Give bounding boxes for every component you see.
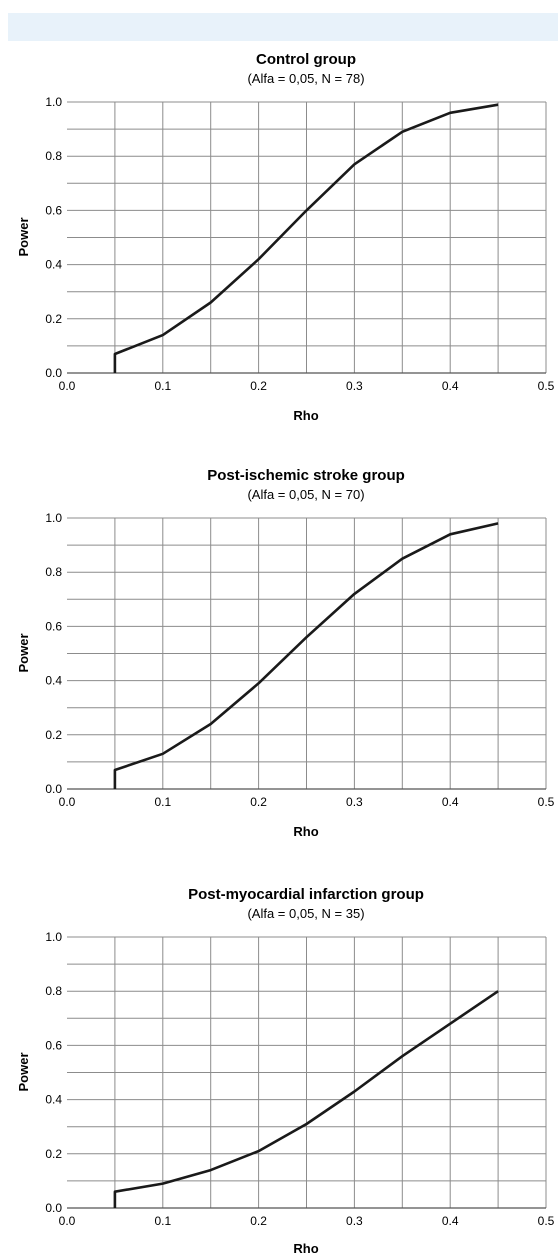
x-tick-label: 0.5 [538, 379, 555, 393]
chart-subtitle: (Alfa = 0,05, N = 70) [247, 487, 364, 502]
y-tick-label: 1.0 [45, 511, 62, 525]
y-tick-label: 1.0 [45, 930, 62, 944]
chart-post-myocardial-infarction: Post-myocardial infarction group (Alfa =… [16, 886, 555, 1256]
x-tick-label: 0.0 [59, 795, 76, 809]
y-tick-label: 0.6 [45, 1038, 62, 1052]
x-tick-label: 0.5 [538, 795, 555, 809]
power-curve-line [113, 522, 499, 789]
y-tick-label: 0.8 [45, 984, 62, 998]
y-tick-label: 0.4 [45, 258, 62, 272]
chart-title: Post-ischemic stroke group [207, 467, 405, 484]
y-tick-label: 0.6 [45, 619, 62, 633]
x-tick-label: 0.4 [442, 795, 459, 809]
chart-panel-post-ischemic-stroke: Post-ischemic stroke group (Alfa = 0,05,… [0, 456, 558, 839]
x-tick-label: 0.0 [59, 379, 76, 393]
y-tick-label: 1.0 [45, 95, 62, 109]
x-tick-label: 0.1 [154, 795, 171, 809]
x-tick-label: 0.1 [154, 379, 171, 393]
x-axis-label: Rho [293, 408, 318, 423]
chart-panel-control: Control group (Alfa = 0,05, N = 78) 0.0 0… [0, 40, 558, 423]
y-tick-label: 0.4 [45, 1093, 62, 1107]
x-tick-label: 0.3 [346, 1214, 363, 1228]
chart-post-ischemic-stroke: Post-ischemic stroke group (Alfa = 0,05,… [16, 467, 555, 839]
chart-panel-post-myocardial-infarction: Post-myocardial infarction group (Alfa =… [0, 875, 558, 1256]
x-tick-label: 0.5 [538, 1214, 555, 1228]
x-tick-label: 0.1 [154, 1214, 171, 1228]
x-tick-label: 0.3 [346, 795, 363, 809]
y-tick-label: 0.2 [45, 312, 62, 326]
x-axis-label: Rho [293, 1241, 318, 1256]
header-band [8, 13, 558, 41]
y-axis-label: Power [16, 1052, 31, 1091]
y-tick-label: 0.8 [45, 149, 62, 163]
x-tick-label: 0.2 [250, 379, 267, 393]
power-curve-line [113, 990, 499, 1208]
chart-title: Post-myocardial infarction group [188, 886, 424, 903]
y-tick-label: 0.8 [45, 565, 62, 579]
y-tick-label: 0.0 [45, 782, 62, 796]
x-tick-label: 0.3 [346, 379, 363, 393]
chart-title: Control group [256, 51, 356, 68]
y-tick-label: 0.2 [45, 1147, 62, 1161]
y-tick-label: 0.2 [45, 728, 62, 742]
y-tick-label: 0.0 [45, 1201, 62, 1215]
chart-subtitle: (Alfa = 0,05, N = 35) [247, 906, 364, 921]
x-tick-label: 0.0 [59, 1214, 76, 1228]
x-tick-label: 0.4 [442, 1214, 459, 1228]
y-axis-label: Power [16, 633, 31, 672]
y-tick-label: 0.0 [45, 366, 62, 380]
y-axis-label: Power [16, 217, 31, 256]
y-tick-label: 0.6 [45, 203, 62, 217]
chart-subtitle: (Alfa = 0,05, N = 78) [247, 71, 364, 86]
x-axis-label: Rho [293, 824, 318, 839]
x-tick-label: 0.4 [442, 379, 459, 393]
power-curve-line [113, 103, 499, 373]
y-tick-label: 0.4 [45, 674, 62, 688]
x-tick-label: 0.2 [250, 1214, 267, 1228]
x-tick-label: 0.2 [250, 795, 267, 809]
chart-control: Control group (Alfa = 0,05, N = 78) 0.0 0… [16, 51, 555, 423]
